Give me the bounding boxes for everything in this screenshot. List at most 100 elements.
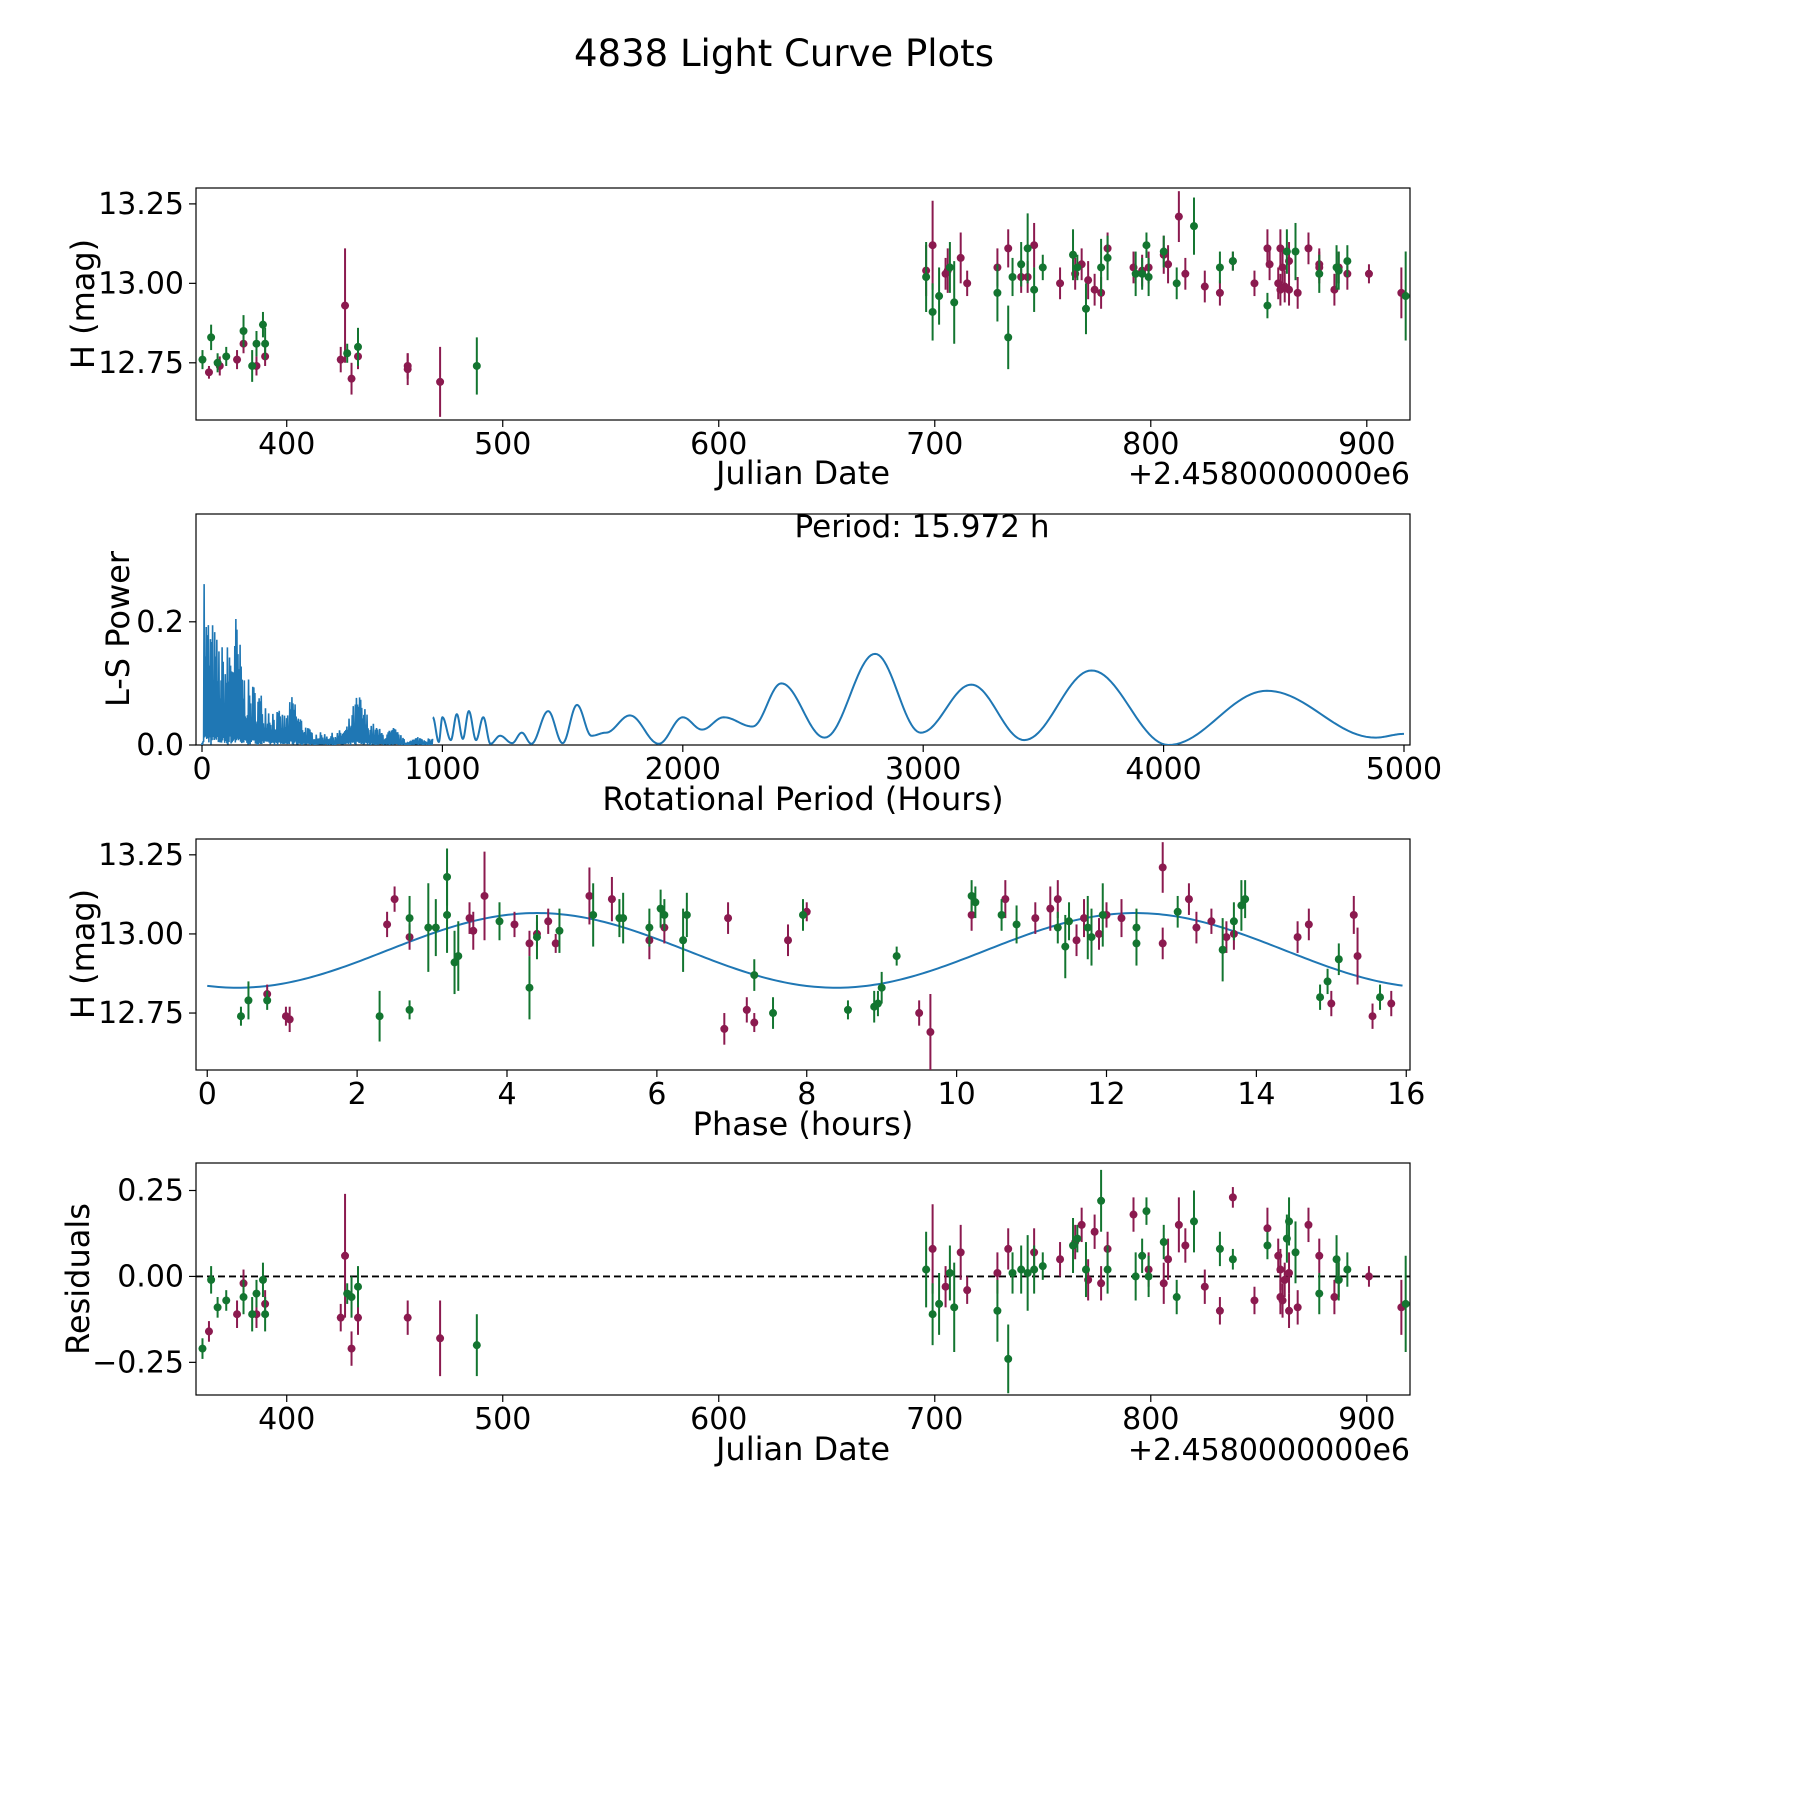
- data-point: [928, 1244, 937, 1253]
- data-point: [1097, 263, 1106, 272]
- data-point: [1172, 279, 1181, 288]
- data-point: [258, 1275, 267, 1284]
- x-tick-label: 800: [1122, 1402, 1179, 1437]
- x-axis-label: Julian Date: [714, 1430, 890, 1468]
- data-point: [1215, 263, 1224, 272]
- data-point: [1368, 1012, 1377, 1021]
- data-point: [336, 355, 345, 364]
- data-point: [1304, 920, 1313, 929]
- data-point: [1278, 1296, 1287, 1305]
- data-point: [1164, 260, 1173, 269]
- data-point: [1097, 1279, 1106, 1288]
- data-point: [1083, 923, 1092, 932]
- data-point: [1046, 904, 1055, 913]
- data-point: [993, 1268, 1002, 1277]
- data-point: [1164, 1255, 1173, 1264]
- data-point: [443, 910, 452, 919]
- data-point: [1200, 282, 1209, 291]
- plot-frame: [195, 513, 1411, 746]
- data-point: [1017, 1265, 1026, 1274]
- y-tick-label: 0.00: [117, 1259, 184, 1294]
- data-point: [877, 983, 886, 992]
- y-tick-label: 13.00: [98, 917, 184, 952]
- data-point: [607, 895, 616, 904]
- data-point: [926, 1028, 935, 1037]
- data-point: [1023, 244, 1032, 253]
- data-point: [248, 1310, 257, 1319]
- data-point: [928, 307, 937, 316]
- data-point: [750, 971, 759, 980]
- data-point: [1103, 1265, 1112, 1274]
- data-point: [935, 292, 944, 301]
- data-point: [956, 253, 965, 262]
- data-point: [967, 891, 976, 900]
- data-point: [892, 952, 901, 961]
- data-point: [1315, 1289, 1324, 1298]
- series-green: [198, 1169, 1410, 1394]
- data-point: [1280, 1275, 1289, 1284]
- data-point: [472, 361, 481, 370]
- data-point: [928, 241, 937, 250]
- data-point: [1215, 1244, 1224, 1253]
- data-point: [1056, 279, 1065, 288]
- data-point: [436, 1334, 445, 1343]
- data-point: [204, 1327, 213, 1336]
- data-point: [1069, 1241, 1078, 1250]
- x-tick-label: 700: [906, 427, 963, 462]
- data-point: [1129, 1210, 1138, 1219]
- x-tick-label: 2: [348, 1077, 367, 1112]
- data-point: [403, 1313, 412, 1322]
- data-point: [1304, 244, 1313, 253]
- x-tick-label: 0: [192, 752, 211, 787]
- data-point: [544, 917, 553, 926]
- y-tick-label: 0.2: [136, 605, 184, 640]
- x-tick-label: 700: [906, 1402, 963, 1437]
- data-point: [239, 1293, 248, 1302]
- data-point: [1237, 901, 1246, 910]
- data-point: [843, 1005, 852, 1014]
- data-point: [465, 914, 474, 923]
- data-point: [1184, 895, 1193, 904]
- data-point: [236, 1012, 245, 1021]
- data-point: [1173, 907, 1182, 916]
- data-point: [1349, 910, 1358, 919]
- data-point: [354, 342, 363, 351]
- data-point: [424, 923, 433, 932]
- data-point: [261, 339, 270, 348]
- x-tick-label: 4: [497, 1077, 516, 1112]
- data-point: [252, 339, 261, 348]
- data-point: [222, 1296, 231, 1305]
- data-point: [873, 999, 882, 1008]
- data-point: [1276, 1265, 1285, 1274]
- data-point: [472, 1341, 481, 1350]
- data-point: [963, 1286, 972, 1295]
- data-point: [1291, 1248, 1300, 1257]
- data-point: [248, 361, 257, 370]
- data-point: [1017, 260, 1026, 269]
- data-points: [236, 842, 1396, 1070]
- data-point: [1218, 945, 1227, 954]
- y-tick-label: 0.25: [117, 1173, 184, 1208]
- fit-curve: [207, 912, 1403, 989]
- periodogram-panel: Period: 15.972 h Rotational Period (Hour…: [99, 509, 1442, 818]
- data-point: [354, 1313, 363, 1322]
- data-point: [1132, 939, 1141, 948]
- data-point: [1031, 914, 1040, 923]
- data-point: [997, 910, 1006, 919]
- data-point: [261, 1310, 270, 1319]
- data-point: [1387, 999, 1396, 1008]
- data-point: [950, 1303, 959, 1312]
- y-axis-label: L-S Power: [99, 550, 137, 707]
- x-axis-label: Phase (hours): [693, 1105, 914, 1143]
- data-point: [935, 1299, 944, 1308]
- data-point: [1401, 1299, 1410, 1308]
- plot-frame: [195, 1162, 1411, 1396]
- data-point: [1159, 247, 1168, 256]
- data-point: [1144, 272, 1153, 281]
- data-point: [1030, 241, 1039, 250]
- data-point: [1222, 933, 1231, 942]
- data-point: [1200, 1282, 1209, 1291]
- data-point: [1228, 1193, 1237, 1202]
- data-point: [1181, 269, 1190, 278]
